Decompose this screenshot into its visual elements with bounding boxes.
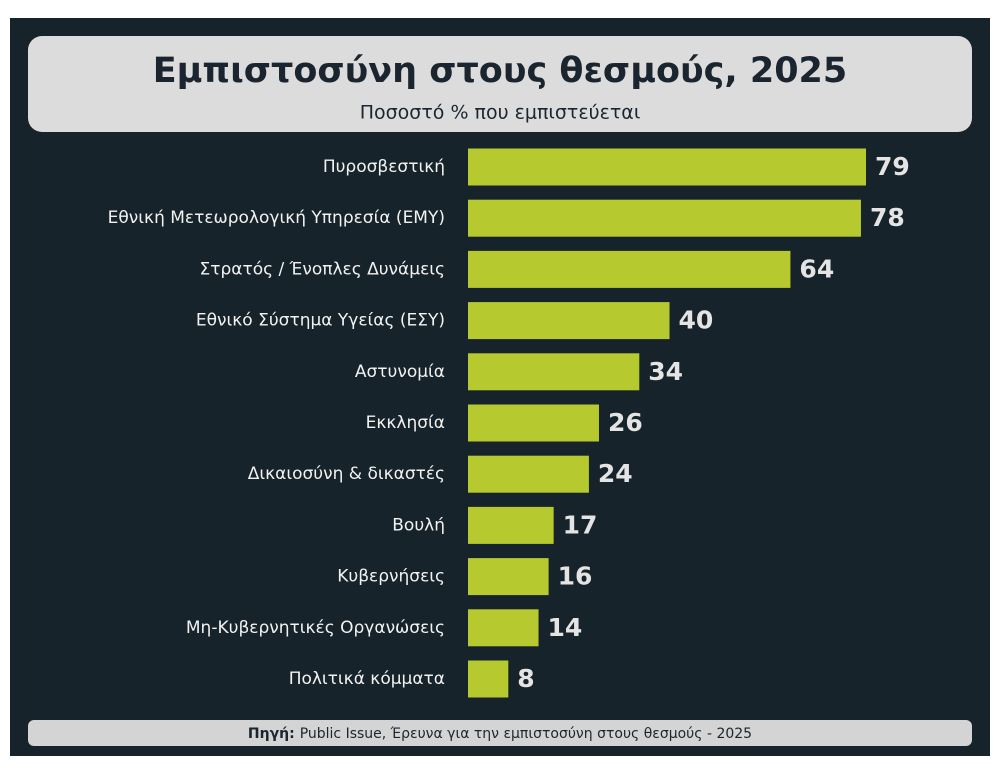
category-label: Εθνικό Σύστημα Υγείας (ΕΣΥ) — [196, 311, 445, 331]
value-label: 79 — [875, 152, 910, 181]
source-text: Public Issue, Έρευνα για την εμπιστοσύνη… — [300, 726, 752, 742]
bar — [468, 558, 549, 596]
bar — [468, 404, 599, 442]
category-label: Βουλή — [392, 515, 445, 535]
bar — [468, 609, 539, 647]
value-label: 64 — [799, 254, 834, 283]
category-label: Στρατός / Ένοπλες Δυνάμεις — [200, 259, 445, 279]
category-label: Εθνική Μετεωρολογική Υπηρεσία (ΕΜΥ) — [108, 208, 445, 228]
category-label: Μη-Κυβερνητικές Οργανώσεις — [186, 618, 445, 638]
title-box — [28, 36, 972, 132]
category-label: Πυροσβεστική — [323, 157, 445, 177]
source-label: Πηγή: — [248, 726, 295, 742]
bar — [468, 302, 670, 340]
value-label: 78 — [870, 203, 905, 232]
value-label: 34 — [648, 357, 683, 386]
category-label: Πολιτικά κόμματα — [289, 669, 445, 689]
value-label: 26 — [608, 408, 643, 437]
source-box — [28, 720, 972, 746]
bar — [468, 148, 866, 186]
value-label: 8 — [517, 664, 534, 693]
bar — [468, 353, 640, 391]
chart-title: Εμπιστοσύνη στους θεσμούς, 2025 — [153, 51, 848, 91]
bar — [468, 455, 589, 493]
value-label: 24 — [598, 459, 633, 488]
category-label: Αστυνομία — [355, 362, 445, 382]
value-label: 16 — [558, 562, 593, 591]
chart-subtitle: Ποσοστό % που εμπιστεύεται — [360, 102, 641, 124]
category-label: Δικαιοσύνη & δικαστές — [248, 464, 445, 484]
value-label: 14 — [548, 613, 583, 642]
bar — [468, 199, 861, 237]
bar — [468, 250, 791, 288]
bar — [468, 506, 554, 544]
category-label: Κυβερνήσεις — [337, 567, 445, 587]
bar — [468, 660, 509, 698]
value-label: 40 — [679, 306, 714, 335]
source: Πηγή: Public Issue, Έρευνα για την εμπιστ… — [248, 726, 752, 742]
category-label: Εκκλησία — [366, 413, 445, 433]
value-label: 17 — [563, 510, 598, 539]
